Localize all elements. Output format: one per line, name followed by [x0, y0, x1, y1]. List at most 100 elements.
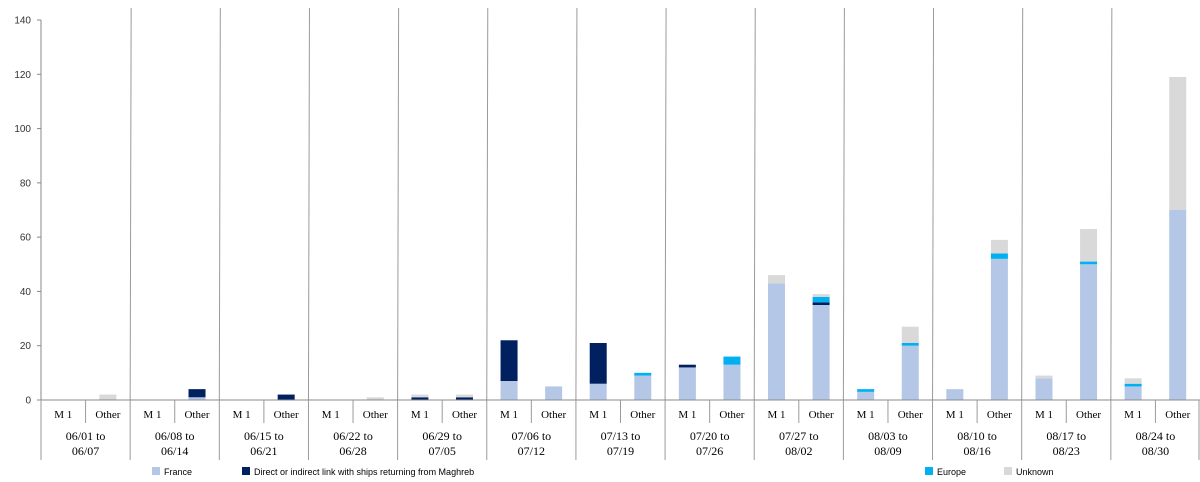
y-tick-label: 60 — [20, 233, 32, 244]
bar-unknown-segment — [1125, 378, 1142, 383]
legend-label: Europe — [937, 467, 966, 477]
bar-unknown-segment — [813, 294, 830, 297]
legend-item: France — [152, 467, 192, 477]
week-label-start: 08/24 to — [1136, 429, 1176, 443]
sub-label-m1: M 1 — [768, 409, 786, 421]
sub-label-m1: M 1 — [143, 409, 161, 421]
bar-europe-segment — [813, 297, 830, 302]
group-separator — [1111, 8, 1112, 400]
bar-france-segment — [946, 389, 963, 400]
bar-direct-segment — [278, 395, 295, 400]
y-tick-label: 80 — [20, 178, 32, 189]
legend-swatch — [152, 467, 160, 475]
bar-unknown-segment — [991, 240, 1008, 254]
y-tick-label: 100 — [14, 124, 31, 135]
bar-france-segment — [501, 381, 518, 400]
bar-france-segment — [590, 384, 607, 400]
group-separator — [1022, 8, 1023, 400]
sub-label-m1: M 1 — [500, 409, 518, 421]
sub-label-other: Other — [274, 409, 299, 421]
bar-europe-segment — [902, 343, 919, 346]
sub-label-other: Other — [541, 409, 566, 421]
bar-europe-segment — [1125, 384, 1142, 387]
bar-france-segment — [813, 305, 830, 400]
week-label-start: 07/27 to — [779, 429, 819, 443]
sub-label-m1: M 1 — [1124, 409, 1142, 421]
sub-label-m1: M 1 — [946, 409, 964, 421]
bar-france-segment — [1169, 210, 1186, 400]
week-label-start: 08/03 to — [868, 429, 908, 443]
sub-label-m1: M 1 — [589, 409, 607, 421]
sub-label-m1: M 1 — [411, 409, 429, 421]
y-tick-label: 20 — [20, 341, 32, 352]
sub-label-other: Other — [184, 409, 209, 421]
bar-france-segment — [545, 386, 562, 400]
bar-europe-segment — [991, 253, 1008, 258]
group-separator — [219, 8, 220, 400]
week-label-start: 06/08 to — [155, 429, 195, 443]
group-separator — [130, 8, 131, 400]
legend-label: France — [164, 467, 192, 477]
group-separators — [130, 8, 1112, 400]
bar-unknown-segment — [1080, 229, 1097, 262]
bar-europe-segment — [723, 357, 740, 365]
sub-label-other: Other — [898, 409, 923, 421]
week-label-end: 08/30 — [1142, 444, 1169, 458]
sub-label-m1: M 1 — [322, 409, 340, 421]
bar-france-segment — [1080, 264, 1097, 400]
week-label-start: 07/20 to — [690, 429, 730, 443]
legend-swatch — [1004, 467, 1012, 475]
y-tick-label: 140 — [14, 16, 31, 27]
legend-item: Unknown — [1004, 467, 1054, 477]
week-label-end: 08/16 — [963, 444, 990, 458]
legend-swatch — [925, 467, 933, 475]
legend-label: Direct or indirect link with ships retur… — [254, 467, 474, 477]
bar-france-segment — [902, 346, 919, 400]
sub-label-other: Other — [630, 409, 655, 421]
bar-france-segment — [991, 259, 1008, 400]
week-label-start: 06/29 to — [422, 429, 462, 443]
group-separator — [398, 8, 399, 400]
sub-label-other: Other — [809, 409, 834, 421]
bar-france-segment — [679, 367, 696, 400]
group-separator — [754, 8, 755, 400]
bar-europe-segment — [857, 389, 874, 392]
week-label-start: 08/10 to — [957, 429, 997, 443]
sub-label-m1: M 1 — [1035, 409, 1053, 421]
group-separator — [487, 8, 488, 400]
bar-europe-segment — [634, 373, 651, 376]
week-label-end: 08/09 — [874, 444, 901, 458]
week-label-start: 07/06 to — [512, 429, 552, 443]
bar-unknown-segment — [411, 395, 428, 398]
bar-france-segment — [1035, 378, 1052, 400]
week-label-start: 08/17 to — [1046, 429, 1086, 443]
sub-label-other: Other — [95, 409, 120, 421]
group-separator — [933, 8, 934, 400]
bar-direct-segment — [189, 389, 206, 397]
x-axis: M 1 Other06/01 to06/07M 1 Other06/08 to06/… — [41, 400, 1200, 460]
bar-unknown-segment — [99, 395, 116, 400]
y-tick-label: 40 — [20, 287, 32, 298]
bar-direct-segment — [590, 343, 607, 384]
bar-france-segment — [1125, 386, 1142, 400]
bar-direct-segment — [679, 365, 696, 368]
bar-direct-segment — [813, 302, 830, 305]
sub-label-m1: M 1 — [857, 409, 875, 421]
sub-label-other: Other — [363, 409, 388, 421]
sub-label-other: Other — [987, 409, 1012, 421]
bar-europe-segment — [1080, 262, 1097, 265]
sub-label-m1: M 1 — [678, 409, 696, 421]
week-label-end: 08/02 — [785, 444, 812, 458]
legend: France Direct or indirect link with ships… — [152, 467, 1054, 477]
sub-label-m1: M 1 — [54, 409, 72, 421]
week-label-end: 06/28 — [339, 444, 366, 458]
week-label-end: 08/23 — [1053, 444, 1080, 458]
week-label-start: 06/22 to — [333, 429, 373, 443]
week-label-start: 07/13 to — [601, 429, 641, 443]
legend-swatch — [242, 467, 250, 475]
week-label-start: 06/01 to — [66, 429, 106, 443]
group-separator — [665, 8, 666, 400]
y-axis: 0 20 40 60 80 100 120 140 — [14, 16, 41, 407]
bar-direct-segment — [501, 340, 518, 381]
